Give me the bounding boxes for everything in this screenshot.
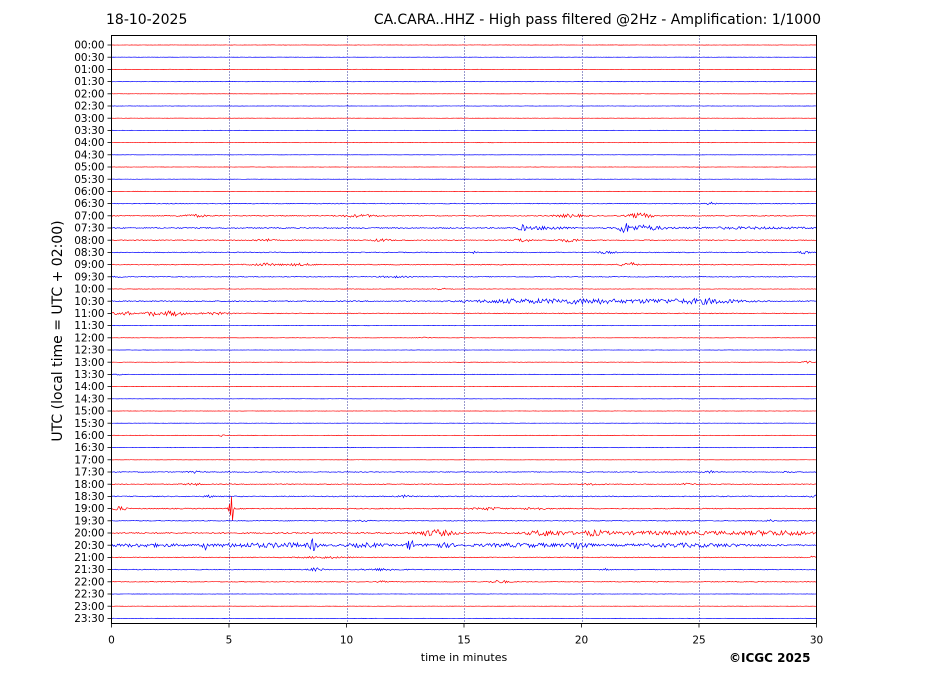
trace-2030 bbox=[111, 537, 817, 552]
ytick-label-1730: 17:30 bbox=[74, 467, 104, 479]
trace-0800 bbox=[111, 238, 817, 243]
ytick-label-1130: 11:30 bbox=[74, 320, 104, 332]
y-axis-ticks: 00:0000:3001:0001:3002:0002:3003:0003:30… bbox=[74, 40, 112, 625]
seismic-traces bbox=[111, 44, 817, 619]
trace-2100 bbox=[111, 555, 817, 559]
x-axis-label: time in minutes bbox=[420, 651, 508, 664]
trace-1000 bbox=[111, 287, 817, 291]
ytick-label-0800: 08:00 bbox=[74, 235, 104, 247]
ytick-label-1900: 19:00 bbox=[74, 503, 104, 515]
ytick-label-2030: 20:30 bbox=[74, 540, 104, 552]
ytick-label-0630: 06:30 bbox=[74, 198, 104, 210]
xtick-label-0: 0 bbox=[108, 635, 115, 647]
ytick-label-1430: 14:30 bbox=[74, 393, 104, 405]
trace-0930 bbox=[111, 275, 817, 279]
y-axis-label: UTC (local time = UTC + 02:00) bbox=[50, 220, 66, 442]
ytick-label-2000: 20:00 bbox=[74, 528, 104, 540]
ytick-label-1400: 14:00 bbox=[74, 381, 104, 393]
ytick-label-0000: 00:00 bbox=[74, 40, 104, 52]
trace-1200 bbox=[111, 336, 817, 339]
xtick-label-10: 10 bbox=[340, 635, 353, 647]
trace-2130 bbox=[111, 567, 817, 573]
ytick-label-0500: 05:00 bbox=[74, 162, 104, 174]
trace-0830 bbox=[111, 250, 817, 255]
ytick-label-1200: 12:00 bbox=[74, 332, 104, 344]
trace-0730 bbox=[111, 223, 817, 234]
trace-0130 bbox=[111, 80, 817, 83]
ytick-label-0900: 09:00 bbox=[74, 259, 104, 271]
ytick-label-1100: 11:00 bbox=[74, 308, 104, 320]
ytick-label-2230: 22:30 bbox=[74, 589, 104, 601]
ytick-label-0430: 04:30 bbox=[74, 149, 104, 161]
ytick-label-2200: 22:00 bbox=[74, 576, 104, 588]
ytick-label-2100: 21:00 bbox=[74, 552, 104, 564]
ytick-label-0600: 06:00 bbox=[74, 186, 104, 198]
ytick-label-0330: 03:30 bbox=[74, 125, 104, 137]
trace-1300 bbox=[111, 360, 817, 364]
xtick-label-15: 15 bbox=[457, 635, 470, 647]
ytick-label-0530: 05:30 bbox=[74, 174, 104, 186]
trace-1800 bbox=[111, 482, 817, 487]
trace-1030 bbox=[111, 297, 817, 306]
trace-1600 bbox=[111, 434, 817, 437]
ytick-label-1030: 10:30 bbox=[74, 296, 104, 308]
ytick-label-1700: 17:00 bbox=[74, 454, 104, 466]
time-grid bbox=[229, 35, 700, 624]
copyright-notice: ©ICGC 2025 bbox=[729, 651, 811, 665]
ytick-label-0200: 02:00 bbox=[74, 88, 104, 100]
x-axis-ticks: 0 5 10 15 20 25 30 bbox=[108, 623, 823, 647]
ytick-label-0930: 09:30 bbox=[74, 271, 104, 283]
ytick-label-0130: 01:30 bbox=[74, 76, 104, 88]
ytick-label-0030: 00:30 bbox=[74, 52, 104, 64]
trace-1100 bbox=[111, 310, 817, 317]
ytick-label-1300: 13:00 bbox=[74, 357, 104, 369]
ytick-label-1000: 10:00 bbox=[74, 284, 104, 296]
ytick-label-0730: 07:30 bbox=[74, 223, 104, 235]
xtick-label-20: 20 bbox=[575, 635, 588, 647]
ytick-label-0400: 04:00 bbox=[74, 137, 104, 149]
ytick-label-0100: 01:00 bbox=[74, 64, 104, 76]
ytick-label-2130: 21:30 bbox=[74, 564, 104, 576]
ytick-label-2330: 23:30 bbox=[74, 613, 104, 625]
ytick-label-1830: 18:30 bbox=[74, 491, 104, 503]
ytick-label-1630: 16:30 bbox=[74, 442, 104, 454]
trace-0700 bbox=[111, 212, 817, 219]
trace-1830 bbox=[111, 494, 817, 499]
trace-0900 bbox=[111, 261, 817, 267]
chart-title: CA.CARA..HHZ - High pass filtered @2Hz -… bbox=[373, 12, 821, 28]
record-date: 18-10-2025 bbox=[106, 12, 188, 28]
trace-1730 bbox=[111, 470, 817, 474]
ytick-label-0300: 03:00 bbox=[74, 113, 104, 125]
ytick-label-1800: 18:00 bbox=[74, 479, 104, 491]
xtick-label-30: 30 bbox=[810, 635, 823, 647]
ytick-label-1530: 15:30 bbox=[74, 418, 104, 430]
trace-2200 bbox=[111, 579, 817, 584]
ytick-label-1500: 15:00 bbox=[74, 406, 104, 418]
ytick-label-0230: 02:30 bbox=[74, 101, 104, 113]
xtick-label-25: 25 bbox=[692, 635, 705, 647]
plot-frame bbox=[111, 35, 817, 624]
trace-1930 bbox=[111, 519, 817, 523]
ytick-label-0830: 08:30 bbox=[74, 247, 104, 259]
xtick-label-5: 5 bbox=[226, 635, 233, 647]
trace-0630 bbox=[111, 201, 817, 205]
ytick-label-0700: 07:00 bbox=[74, 210, 104, 222]
ytick-label-1600: 16:00 bbox=[74, 430, 104, 442]
ytick-label-1930: 19:30 bbox=[74, 515, 104, 527]
trace-1900 bbox=[111, 496, 817, 521]
ytick-label-1330: 13:30 bbox=[74, 369, 104, 381]
trace-1330 bbox=[111, 373, 817, 376]
ytick-label-2300: 23:00 bbox=[74, 601, 104, 613]
trace-2000 bbox=[111, 529, 817, 537]
ytick-label-1230: 12:30 bbox=[74, 345, 104, 357]
